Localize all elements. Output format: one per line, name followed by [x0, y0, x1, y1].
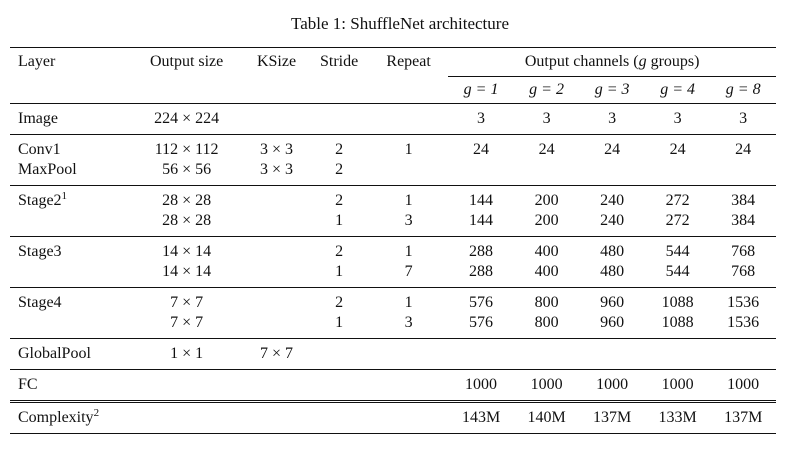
table-row: Stage21 28 × 28 2 1 144 200 240 272 384 — [10, 185, 776, 211]
layer-name: Complexity2 — [10, 400, 130, 434]
header-output-size: Output size — [149, 53, 224, 71]
table-row: Complexity2 143M 140M 137M 133M 137M — [10, 400, 776, 434]
header-stride: Stride — [319, 53, 359, 71]
table-row: GlobalPool 1 × 1 7 × 7 — [10, 338, 776, 370]
table-row: 28 × 28 1 3 144 200 240 272 384 — [162, 212, 756, 229]
layer-name: Image — [10, 103, 130, 135]
table-row: 7 × 7 1 3 576 800 960 1088 1536 — [170, 314, 760, 331]
table-row: Image 224 × 224 3 3 3 3 3 — [10, 103, 776, 135]
table-row: Conv1 112 × 112 3 × 3 2 1 24 24 24 24 24 — [10, 134, 776, 160]
header-layer: Layer — [18, 53, 56, 71]
table-row: Stage3 14 × 14 2 1 288 400 480 544 768 — [10, 236, 776, 262]
header-g4: g = 4 — [660, 81, 695, 98]
header-ksize: KSize — [256, 53, 297, 71]
table-row: FC 1000 1000 1000 1000 1000 — [10, 369, 776, 402]
layer-name: Stage3 — [10, 236, 130, 262]
header-g3: g = 3 — [594, 81, 630, 98]
table-row: 14 × 14 1 7 288 400 480 544 768 — [162, 263, 756, 280]
header-repeat: Repeat — [386, 53, 431, 71]
table-caption: Table 1: ShuffleNet architecture — [291, 14, 509, 33]
table-row: MaxPool 56 × 56 3 × 3 2 — [10, 160, 776, 186]
header-g2: g = 2 — [529, 81, 564, 98]
shufflenet-architecture-table: Layer Output size KSize Stride Repeat Ou… — [10, 47, 776, 434]
header-row: Layer Output size KSize Stride Repeat Ou… — [10, 47, 776, 77]
header-g8: g = 8 — [725, 81, 761, 98]
output-size: 224 × 224 — [129, 103, 244, 135]
layer-name: Conv1 — [10, 134, 130, 160]
layer-name: Stage21 — [10, 185, 130, 211]
header-output-channels: Output channels (g groups) — [448, 47, 776, 77]
layer-name: Stage4 — [10, 287, 130, 313]
layer-name: MaxPool — [18, 161, 77, 178]
table-row: Stage4 7 × 7 2 1 576 800 960 1088 1536 — [10, 287, 776, 313]
header-g1: g = 1 — [463, 81, 499, 98]
layer-name: GlobalPool — [10, 338, 130, 370]
header-groups-row: g = 1 g = 2 g = 3 g = 4 g = 8 — [10, 77, 776, 104]
layer-name: FC — [10, 369, 130, 402]
